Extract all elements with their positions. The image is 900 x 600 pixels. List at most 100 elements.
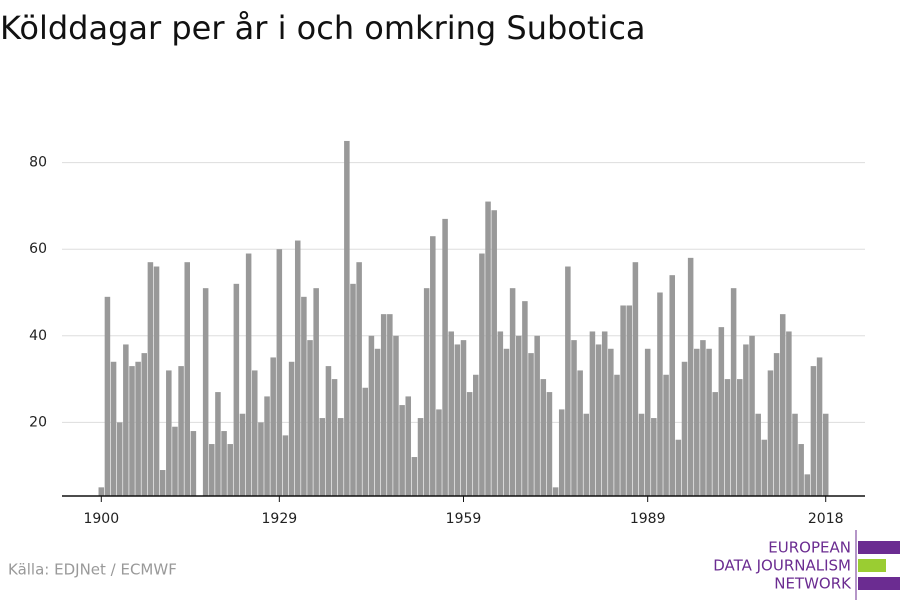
bar [466, 392, 473, 496]
bar [116, 422, 123, 496]
y-tick-label: 80 [29, 155, 47, 171]
bar [282, 435, 289, 496]
bar [700, 340, 706, 496]
bar [565, 266, 571, 496]
bar [454, 344, 461, 496]
bar [380, 314, 387, 496]
bar [442, 218, 448, 496]
bar [779, 314, 786, 496]
bar [479, 253, 485, 496]
bar [399, 405, 405, 496]
bar [190, 431, 197, 496]
bar [786, 331, 792, 496]
bar [749, 335, 755, 496]
bar [503, 348, 510, 496]
bar [270, 357, 276, 496]
logo-bar [858, 541, 900, 554]
logo-text: NETWORK [774, 575, 852, 593]
bar [595, 344, 602, 496]
bar [159, 470, 166, 496]
bar [325, 366, 332, 496]
bar [724, 379, 731, 496]
bar [288, 361, 295, 496]
source: Källa: EDJNet / ECMWF [8, 561, 177, 579]
bar [546, 392, 553, 496]
bar [331, 379, 338, 496]
bar [448, 331, 454, 496]
bar [798, 444, 804, 496]
bar [430, 236, 436, 496]
bar [411, 457, 418, 496]
bar [577, 370, 583, 496]
y-tick-label: 60 [29, 241, 47, 257]
bar [816, 357, 823, 496]
bar [657, 292, 663, 496]
bar [227, 444, 233, 496]
bar [417, 418, 424, 496]
bar [337, 418, 344, 496]
bar [98, 487, 105, 496]
bar [184, 262, 191, 496]
bar [552, 487, 559, 496]
bar [712, 392, 718, 496]
bar [601, 331, 608, 496]
bar [767, 370, 774, 496]
bar [558, 409, 565, 496]
bar [123, 344, 129, 496]
logo-bar [858, 559, 886, 572]
bar [258, 422, 264, 496]
bar [362, 387, 369, 496]
bar [405, 396, 412, 496]
bar [110, 361, 117, 496]
bar [307, 340, 313, 496]
bar [221, 431, 227, 496]
bar [528, 353, 534, 496]
logo-bar [858, 577, 900, 590]
bar [540, 379, 547, 496]
bar [436, 409, 442, 496]
bar [638, 413, 645, 496]
bar [209, 444, 215, 496]
bar [135, 361, 141, 496]
bar [632, 262, 639, 496]
bar [822, 413, 829, 496]
bar [583, 413, 590, 496]
bar [245, 253, 252, 496]
bar [319, 418, 326, 496]
bar [730, 288, 737, 496]
bar [166, 370, 172, 496]
x-tick-label: 1989 [630, 511, 666, 527]
x-tick-label: 1959 [446, 511, 482, 527]
bar [773, 353, 780, 496]
logo-text: EUROPEAN [768, 539, 851, 557]
bar [651, 418, 657, 496]
bar [276, 249, 283, 496]
bar [761, 439, 768, 496]
bar [393, 335, 399, 496]
chart-title: Kölddagar per år i och omkring Subotica [0, 9, 646, 47]
bar [172, 426, 178, 496]
bar [294, 240, 301, 496]
x-tick-label: 1900 [83, 511, 119, 527]
bar [810, 366, 817, 496]
bar [515, 335, 522, 496]
x-tick-label: 1929 [262, 511, 298, 527]
bar [614, 374, 620, 496]
bar [620, 305, 626, 496]
bar [626, 305, 633, 496]
bar [374, 348, 381, 496]
bar [344, 140, 350, 496]
bar [608, 348, 614, 496]
bar [485, 201, 491, 496]
bar [534, 335, 540, 496]
bar [473, 374, 479, 496]
bar [491, 210, 497, 496]
bar [804, 474, 811, 496]
bar [522, 301, 528, 496]
bar [669, 275, 675, 496]
y-tick-label: 40 [29, 328, 47, 344]
bar [694, 348, 700, 496]
bar [368, 335, 375, 496]
bar [233, 283, 240, 496]
